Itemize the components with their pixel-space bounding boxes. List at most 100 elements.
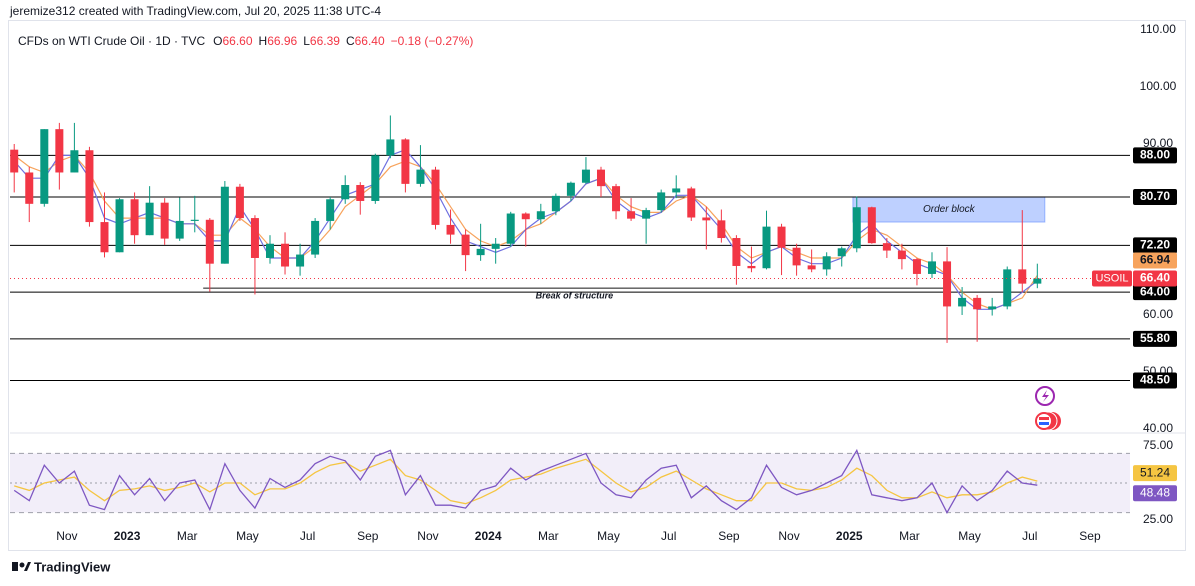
candle-body [55, 129, 64, 173]
candle-body [747, 265, 756, 269]
candle-body [687, 188, 696, 218]
x-tick-label: 2024 [475, 529, 502, 543]
candle-body [822, 256, 831, 270]
candle-body [250, 218, 259, 258]
candle-body [130, 199, 139, 236]
candle-body [100, 222, 109, 253]
candle-body [40, 129, 49, 204]
candle-body [311, 220, 320, 255]
candle-body [461, 234, 470, 256]
x-tick-label: 2023 [114, 529, 141, 543]
candle-body [958, 297, 967, 307]
candle-body [521, 213, 530, 220]
x-tick-label: Jul [300, 529, 315, 543]
rsi-tag-label: 51.24 [1140, 465, 1170, 479]
candle-body [265, 243, 274, 258]
candle-body [175, 220, 184, 239]
candle-body [867, 207, 876, 244]
candle-body [897, 250, 906, 260]
level-tag-label: 72.20 [1140, 238, 1170, 252]
ma-tag [1133, 252, 1177, 269]
y-tick-label: 40.00 [1143, 421, 1173, 435]
x-tick-label: Mar [899, 529, 920, 543]
candle-body [401, 139, 410, 184]
x-tick-label: Jul [1022, 529, 1037, 543]
price-tag-label: 66.40 [1140, 271, 1170, 285]
chart: CFDs on WTI Crude Oil · 1D · TVC O66.60 H6… [10, 22, 1185, 543]
legend-value: 66.96 [267, 34, 297, 48]
candle-body [506, 213, 515, 244]
price-tag [1133, 270, 1177, 287]
x-tick-label: Mar [177, 529, 198, 543]
candle-body [476, 248, 485, 256]
candle-body [702, 217, 711, 221]
candle-body [657, 192, 666, 211]
level-tag-label: 48.50 [1140, 373, 1170, 387]
candle-body [581, 169, 590, 183]
x-tick-label: Mar [538, 529, 559, 543]
candle-body [145, 202, 154, 236]
y-tick-label: 60.00 [1143, 307, 1173, 321]
level-tag [1133, 372, 1177, 389]
candle-body [807, 265, 816, 270]
candle-body [973, 297, 982, 310]
candle-body [25, 172, 34, 204]
level-tag [1133, 237, 1177, 254]
candle-body [296, 254, 305, 267]
candle-body [235, 186, 244, 219]
rsi-line [14, 458, 1038, 505]
rsi-tag [1133, 465, 1177, 482]
level-tag-label: 80.70 [1140, 189, 1170, 203]
candle-body [281, 243, 290, 267]
candle-body [912, 259, 921, 274]
legend-value: 66.39 [310, 34, 340, 48]
candle-body [85, 150, 94, 223]
break-of-structure-label: Break of structure [536, 291, 614, 301]
candle-body [446, 224, 455, 235]
candle-body [612, 186, 621, 212]
candle-body [927, 261, 936, 274]
x-tick-label: May [236, 529, 259, 543]
candle-body [220, 186, 229, 264]
candle-body [491, 243, 500, 249]
x-tick-label: Nov [778, 529, 799, 543]
x-tick-label: Sep [357, 529, 379, 543]
candle-body [642, 210, 651, 219]
x-tick-label: Sep [718, 529, 740, 543]
symbol-tag-label: USOIL [1095, 272, 1128, 284]
candle-body [566, 182, 575, 196]
y-tick-label: 110.00 [1140, 22, 1176, 36]
y-tick-label: 100.00 [1140, 79, 1177, 93]
x-tick-label: Nov [417, 529, 438, 543]
candle-body [160, 202, 169, 239]
footer-brand: TradingView [34, 559, 111, 574]
event-icons [1035, 386, 1061, 431]
symbol-tag [1092, 270, 1132, 287]
footer-logo [12, 562, 31, 571]
candle-body [882, 243, 891, 251]
x-tick-label: 2025 [836, 529, 863, 543]
header: jeremize312 created with TradingView.com… [9, 4, 381, 18]
candle-body [205, 219, 214, 264]
frame [8, 20, 1186, 551]
candle-body [386, 139, 395, 156]
level-tag-label: 55.80 [1140, 331, 1170, 345]
candle-body [70, 150, 79, 173]
rsi-line [13, 448, 1038, 514]
rsi-tag [1133, 485, 1177, 502]
legend-value: 66.60 [222, 34, 252, 48]
candle-body [326, 199, 335, 221]
x-tick-label: May [597, 529, 620, 543]
candle-body [1003, 269, 1012, 307]
ma-tag-label: 66.94 [1140, 253, 1170, 267]
y-tick-label: 90.00 [1143, 136, 1173, 150]
candle-body [341, 185, 350, 200]
candle-body [732, 238, 741, 266]
candle-body [837, 248, 846, 257]
candle-body [10, 149, 19, 173]
legend-key: H [259, 34, 268, 48]
legend: CFDs on WTI Crude Oil · 1D · TVC O66.60 H6… [18, 34, 473, 48]
candle-body [190, 219, 199, 221]
candle-body [777, 226, 786, 248]
candle-body [988, 306, 997, 310]
